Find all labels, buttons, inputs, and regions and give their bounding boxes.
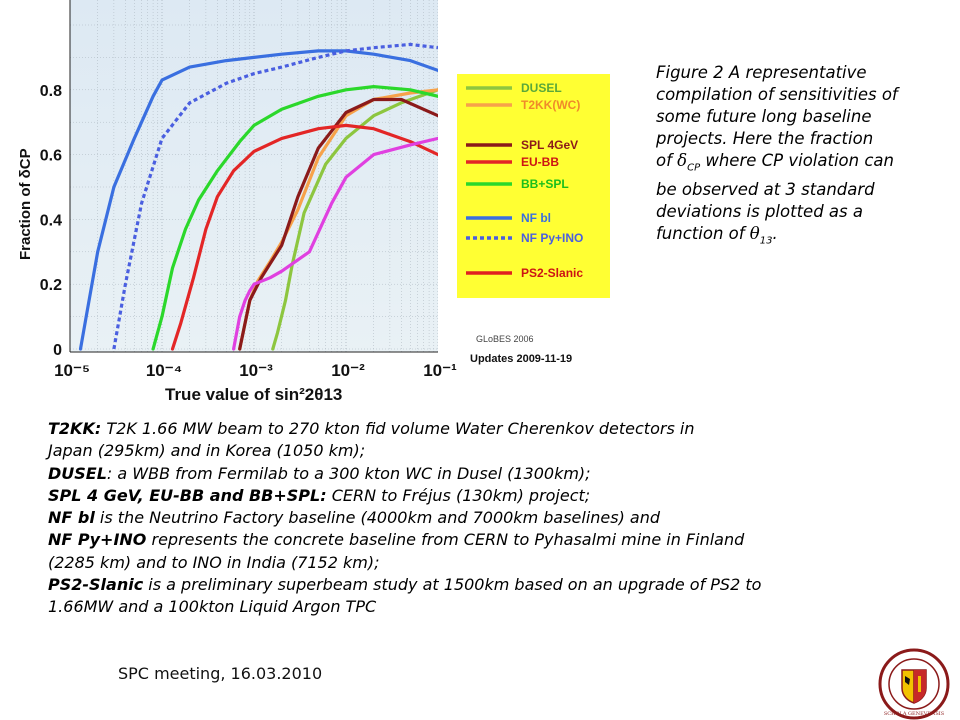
legend-label: NF Py+INO	[521, 231, 583, 245]
experiment-notes: T2KK: T2K 1.66 MW beam to 270 kton fid v…	[48, 418, 928, 619]
logo-text: SCHOLA GENEVENSIS	[884, 711, 945, 717]
series-line-bb-spl	[151, 85, 438, 351]
note-line: T2KK: T2K 1.66 MW beam to 270 kton fid v…	[48, 419, 695, 438]
x-tick-label: 10⁻⁴	[146, 361, 182, 380]
caption-line: projects. Here the fraction	[656, 129, 874, 148]
legend-label: DUSEL	[521, 81, 562, 95]
y-tick-label: 0.2	[40, 277, 62, 294]
series-line-unlabeled	[232, 136, 438, 351]
update-note: Updates 2009-11-19	[470, 353, 572, 365]
note-line: 1.66MW and a 100kton Liquid Argon TPC	[48, 597, 377, 617]
note-line: SPL 4 GeV, EU-BB and BB+SPL: CERN to Fré…	[48, 485, 591, 505]
university-seal-icon: SCHOLA GENEVENSIS	[878, 648, 950, 720]
y-tick-label: 0.8	[40, 83, 62, 100]
footer-meeting: SPC meeting, 16.03.2010	[118, 664, 323, 683]
y-tick-label: 0.6	[40, 148, 62, 165]
note-line: Japan (295km) and in Korea (1050 km);	[48, 441, 366, 461]
series-line-nf-bl	[78, 49, 438, 351]
y-axis-label: Fraction of δCP	[17, 148, 34, 260]
series-line-nf-py-ino	[112, 42, 438, 350]
y-tick-label: 0	[53, 342, 62, 359]
x-axis-label: True value of sin²2θ13	[165, 385, 342, 404]
legend-label: PS2-Slanic	[521, 266, 583, 280]
series-line-spl-4gev	[238, 97, 438, 351]
x-tick-label: 10⁻¹	[423, 361, 457, 380]
series-group	[78, 42, 438, 351]
series-line-eu-bb	[170, 123, 438, 351]
note-line: DUSEL: a WBB from Fermilab to a 300 kton…	[48, 463, 591, 483]
chart: 10⁻⁵ 10⁻⁴ 10⁻³ 10⁻² 10⁻¹ 0 0.2 0.4 0.6 0.8 Fracti…	[17, 0, 610, 404]
note-line: NF bl is the Neutrino Factory baseline (…	[48, 508, 661, 528]
note-line: NF Py+INO represents the concrete baseli…	[48, 530, 745, 550]
legend: DUSEL T2KK(WC) SPL 4GeV EU-BB BB+SPL NF bl NF …	[466, 81, 583, 280]
caption-line: be observed at 3 standard	[656, 180, 875, 200]
caption-line: Figure 2 A representative	[656, 63, 867, 82]
caption-line: some future long baseline	[656, 107, 872, 126]
note-line: (2285 km) and to INO in India (7152 km);	[48, 552, 380, 572]
legend-label: SPL 4GeV	[521, 138, 578, 152]
legend-label: BB+SPL	[521, 177, 569, 191]
figure-caption: Figure 2 A representative compilation of …	[656, 62, 956, 253]
watermark: GLoBES 2006	[476, 334, 534, 344]
series-line-dusel	[271, 88, 438, 351]
plot-area	[70, 0, 438, 352]
legend-label: NF bl	[521, 211, 551, 225]
axes: 10⁻⁵ 10⁻⁴ 10⁻³ 10⁻² 10⁻¹ 0 0.2 0.4 0.6 0.8	[40, 0, 457, 380]
caption-line: compilation of sensitivities of	[656, 85, 898, 104]
y-tick-label: 0.4	[40, 212, 62, 229]
caption-line: function of θ13.	[656, 224, 778, 247]
legend-label: EU-BB	[521, 155, 559, 169]
note-line: PS2-Slanic is a preliminary superbeam st…	[48, 575, 762, 595]
x-tick-label: 10⁻²	[331, 361, 365, 380]
legend-box	[457, 74, 610, 298]
caption-line: deviations is plotted as a	[656, 202, 863, 222]
x-tick-label: 10⁻⁵	[54, 361, 90, 380]
legend-label: T2KK(WC)	[521, 98, 580, 112]
caption-line: of δCP where CP violation can	[656, 151, 894, 174]
x-tick-label: 10⁻³	[239, 361, 273, 380]
